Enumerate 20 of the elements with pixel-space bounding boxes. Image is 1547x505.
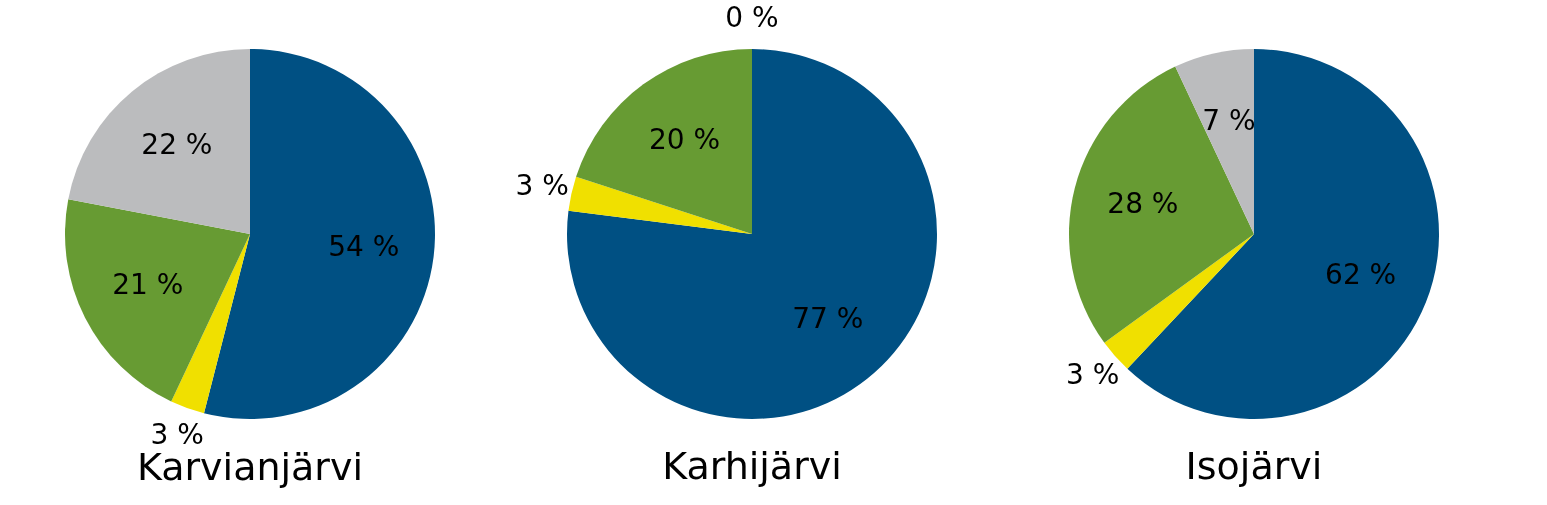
data-label: 7 % bbox=[1202, 104, 1256, 138]
data-label: 22 % bbox=[141, 127, 213, 161]
pie-slice bbox=[568, 176, 752, 234]
pie-slice bbox=[1175, 49, 1254, 234]
data-label: 3 % bbox=[515, 169, 569, 203]
pie-slice bbox=[65, 199, 250, 402]
data-label: 54 % bbox=[328, 230, 400, 264]
text: Karhijärvi bbox=[662, 444, 842, 488]
pie-slice bbox=[68, 49, 250, 234]
data-label: 3 % bbox=[1066, 358, 1120, 392]
data-label: 28 % bbox=[1107, 187, 1179, 221]
data-label: 21 % bbox=[112, 268, 184, 302]
data-label: 77 % bbox=[792, 302, 864, 336]
pie-slice bbox=[567, 49, 937, 419]
text: 0 % bbox=[725, 1, 779, 34]
text: Isojärvi bbox=[1185, 444, 1323, 488]
data-label: 20 % bbox=[649, 123, 721, 157]
data-label: 62 % bbox=[1325, 258, 1397, 292]
pie-slice bbox=[1069, 66, 1254, 343]
pie-slice bbox=[576, 49, 752, 234]
